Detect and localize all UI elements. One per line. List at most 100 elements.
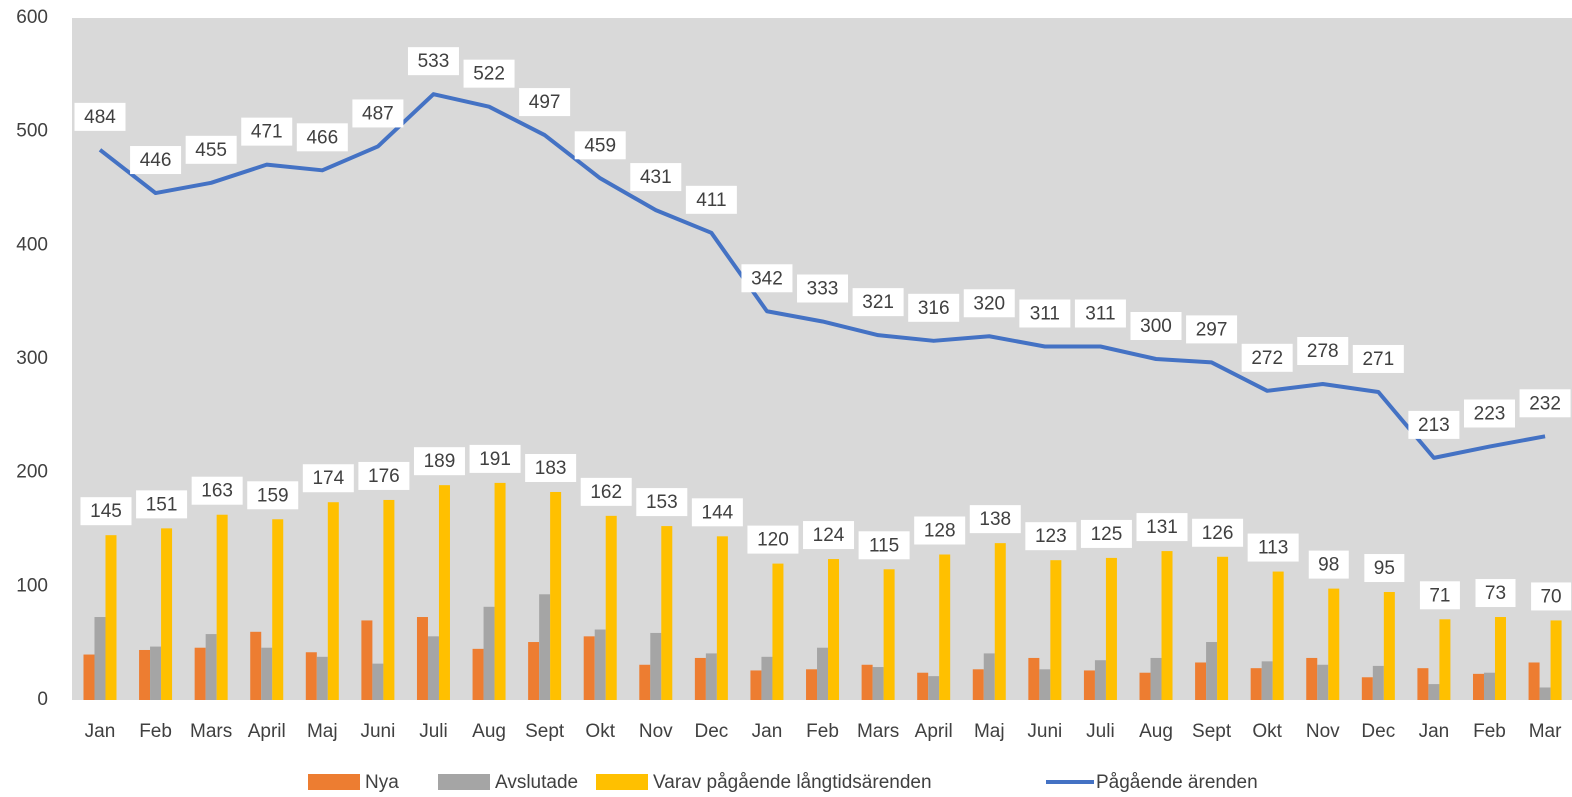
data-label-box [858, 531, 910, 560]
bar [272, 519, 284, 700]
data-label-box [797, 274, 849, 303]
x-tick-label: Nov [639, 721, 673, 742]
data-label: 71 [1429, 585, 1450, 606]
bar [105, 535, 117, 700]
x-tick-label: Feb [139, 721, 172, 742]
bar [1139, 672, 1151, 700]
data-label: 113 [1258, 538, 1288, 559]
y-tick-label: 300 [16, 348, 48, 369]
y-tick-label: 600 [16, 7, 48, 28]
data-label: 189 [424, 451, 456, 472]
data-label-box [74, 102, 126, 131]
legend-label: Avslutade [495, 772, 578, 793]
data-label-box [1463, 399, 1515, 428]
bar [661, 526, 673, 700]
data-label-box [1419, 581, 1460, 610]
legend-label: Nya [365, 772, 399, 793]
data-label-box [963, 289, 1015, 318]
bar [494, 482, 506, 700]
data-label: 497 [529, 92, 561, 113]
data-label: 98 [1318, 555, 1339, 576]
data-label: 213 [1418, 415, 1450, 436]
data-label-box [914, 516, 966, 545]
y-tick-label: 200 [16, 462, 48, 483]
data-label: 278 [1307, 341, 1339, 362]
bar [972, 669, 984, 700]
data-label-box [1308, 550, 1349, 579]
data-label-box [296, 123, 348, 152]
data-label: 446 [140, 150, 172, 171]
legend-swatch [596, 774, 648, 790]
bar [1094, 660, 1106, 700]
legend-label: Varav pågående långtidsärenden [653, 772, 932, 793]
bar [528, 642, 540, 700]
x-tick-label: Jan [1419, 721, 1450, 742]
legend-label: Pågående ärenden [1096, 772, 1258, 793]
bar [316, 656, 328, 700]
data-label-box [630, 163, 682, 192]
data-label-box [1130, 312, 1182, 340]
data-label: 120 [757, 530, 789, 551]
data-label: 95 [1374, 558, 1395, 579]
data-label-box [741, 264, 793, 293]
data-label: 455 [195, 140, 227, 161]
bar [205, 634, 217, 700]
data-label: 320 [973, 293, 1005, 314]
bar [305, 652, 317, 700]
bar [1317, 664, 1329, 700]
data-label-box [519, 88, 571, 117]
data-label: 123 [1035, 526, 1067, 547]
bar [594, 629, 606, 700]
bar [1328, 588, 1340, 700]
data-label: 484 [84, 107, 116, 128]
data-label-box [463, 59, 515, 88]
data-label-box [1531, 582, 1572, 611]
bar [550, 491, 562, 700]
data-label: 125 [1091, 524, 1123, 545]
bar [94, 617, 106, 700]
bar [750, 670, 762, 700]
bar [1150, 657, 1162, 700]
data-label-box [803, 521, 855, 550]
bar [416, 617, 428, 700]
x-tick-label: Sept [1192, 721, 1232, 742]
data-label: 163 [201, 481, 233, 502]
data-label: 533 [418, 51, 450, 72]
data-label-box [241, 117, 293, 146]
bar [1272, 571, 1284, 700]
data-label: 459 [584, 135, 616, 156]
bar [150, 646, 162, 700]
data-label: 311 [1030, 304, 1060, 325]
bar [372, 663, 384, 700]
data-label-box [691, 498, 743, 527]
bar [1361, 677, 1373, 700]
x-tick-label: Nov [1306, 721, 1340, 742]
legend-swatch [308, 774, 360, 790]
data-label-box [1025, 522, 1077, 551]
bar [1039, 669, 1051, 700]
data-label-box [852, 288, 904, 317]
bar [772, 563, 784, 700]
bar [994, 543, 1006, 700]
x-tick-label: Juni [360, 721, 395, 742]
bar [917, 672, 929, 700]
x-tick-label: April [915, 721, 953, 742]
bar [861, 664, 873, 700]
bar [427, 636, 439, 700]
bar [327, 502, 339, 700]
data-label-box [574, 131, 626, 160]
y-tick-label: 0 [37, 689, 48, 710]
data-label: 311 [1085, 304, 1115, 325]
data-label-box [580, 477, 632, 506]
bar [1161, 551, 1173, 700]
bar [483, 606, 495, 700]
data-label-box [1241, 343, 1293, 372]
bar [261, 647, 273, 700]
x-tick-label: Mars [857, 721, 899, 742]
bar [705, 653, 717, 700]
bar [872, 667, 884, 700]
data-label: 487 [362, 103, 394, 124]
x-tick-label: Jan [752, 721, 783, 742]
bar [828, 559, 840, 700]
bar [1483, 672, 1495, 700]
